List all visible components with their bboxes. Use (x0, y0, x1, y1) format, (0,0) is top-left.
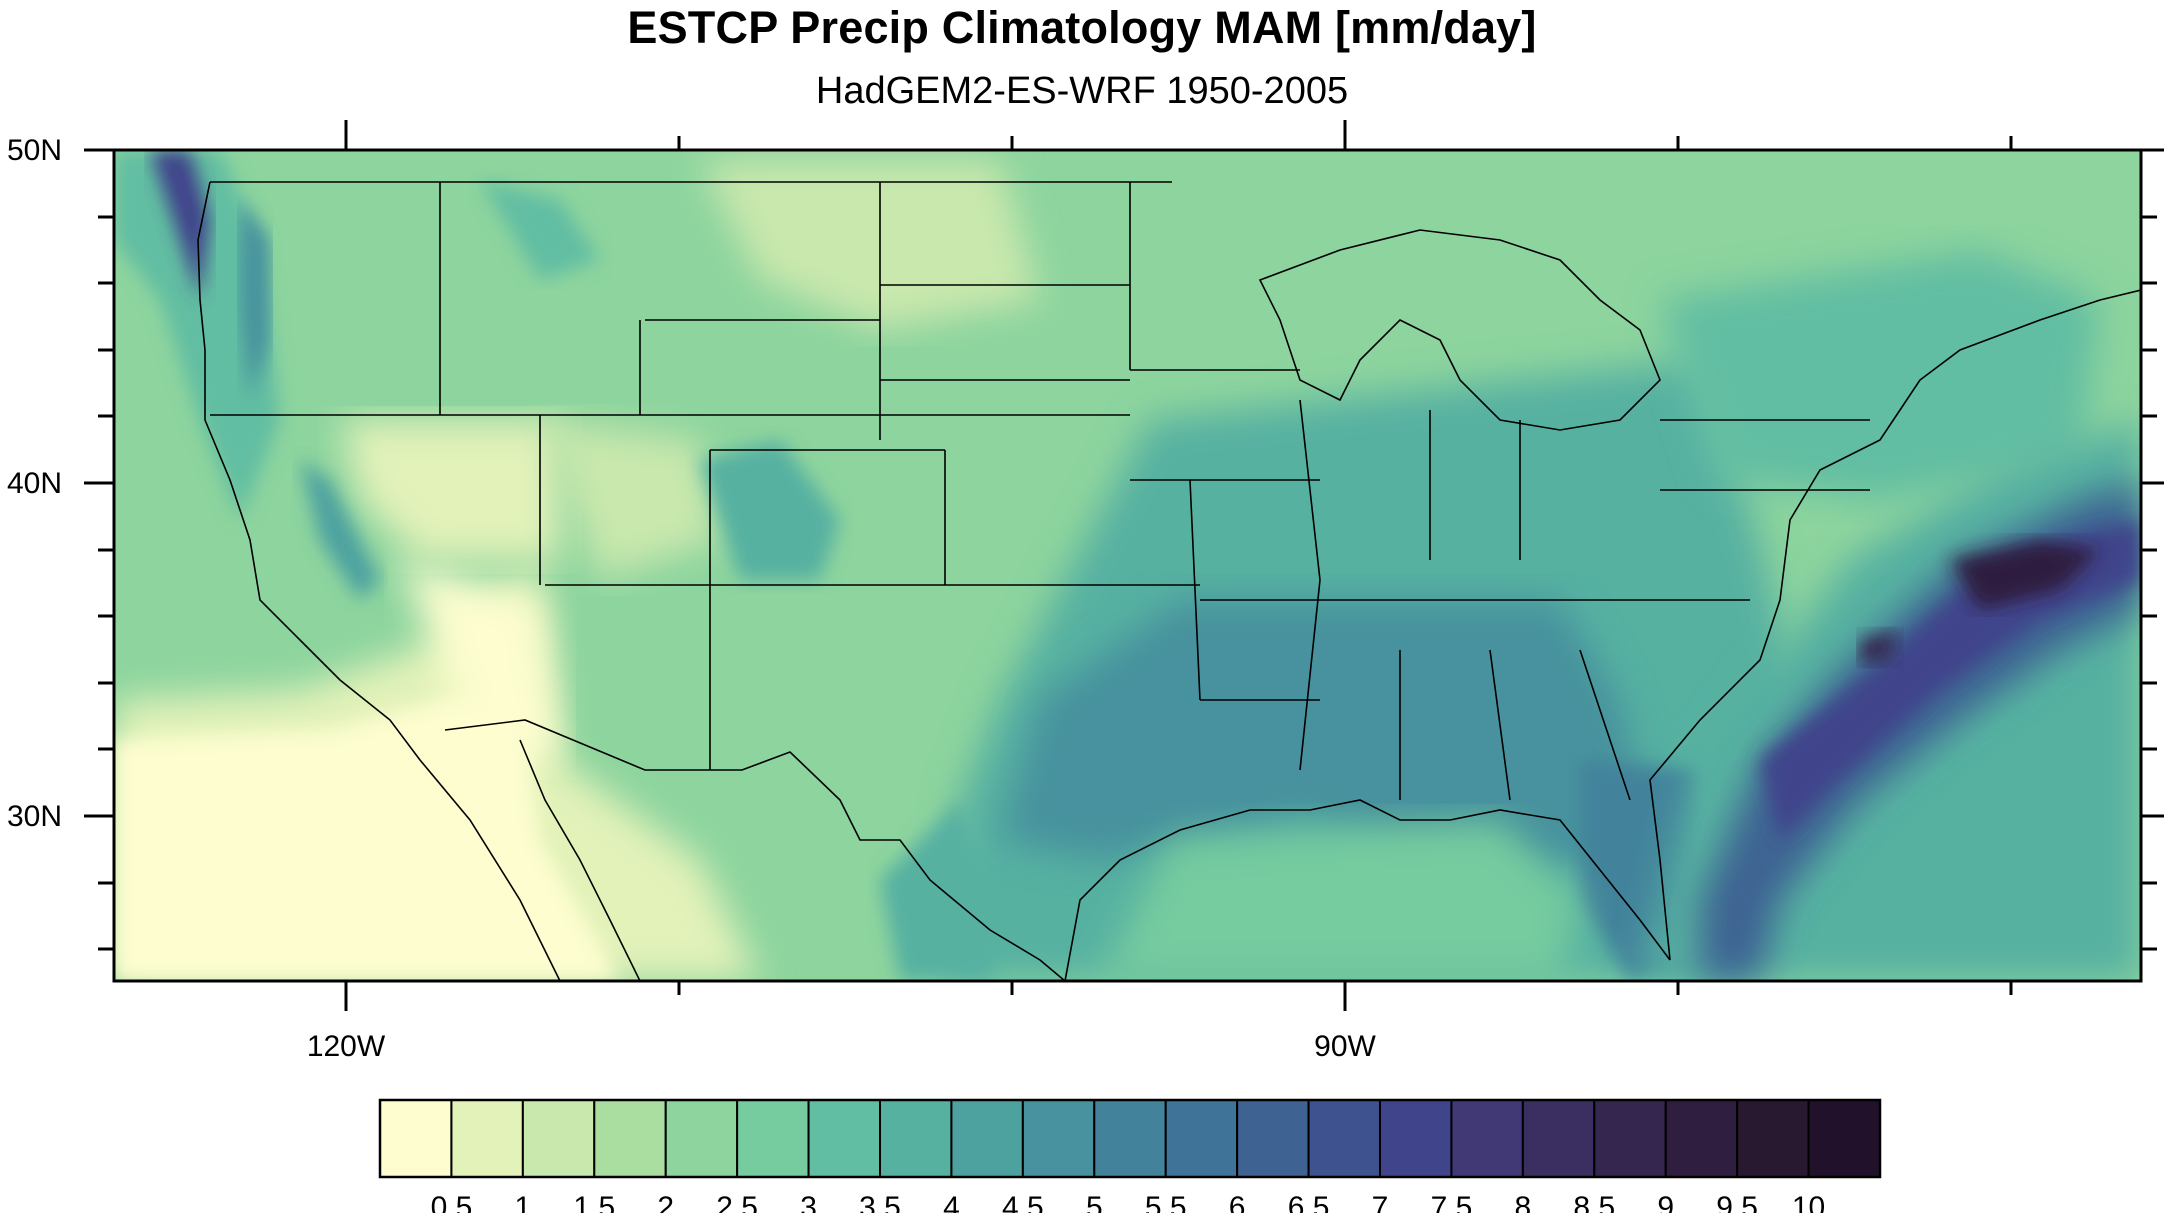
colorbar-swatch (1021, 1099, 1096, 1178)
boundary-lines (197, 181, 2141, 981)
y-tick-label-40n: 40N (7, 467, 62, 500)
great-lakes (1258, 229, 1661, 431)
colorbar-swatch (950, 1099, 1024, 1178)
y-tick-label-30n: 30N (7, 800, 62, 833)
colorbar: 0.5 1 1.5 2 2.5 3 3.5 4 4.5 5 5.5 6 6.5 7 7.5 8 8.5 9 9.5 1… (378, 1098, 1882, 1213)
west-coast (197, 181, 561, 981)
state-line-22 (1579, 649, 1631, 801)
colorbar-label: 9 (1657, 1191, 1674, 1213)
colorbar-swatch (807, 1099, 881, 1178)
colorbar-swatch (1807, 1099, 1881, 1178)
colorbar-label: 3.5 (859, 1191, 901, 1213)
state-line-19 (1299, 579, 1321, 771)
colorbar-label: 8.5 (1573, 1191, 1615, 1213)
colorbar-swatch (1593, 1099, 1667, 1178)
colorbar-swatch (1521, 1099, 1596, 1178)
colorbar-label: 10 (1792, 1191, 1825, 1213)
colorbar-swatch (450, 1099, 524, 1178)
gulf-coast (1064, 799, 1671, 981)
colorbar-swatch (1450, 1099, 1524, 1178)
atlantic-coast (1649, 289, 2141, 961)
colorbar-label: 4.5 (1002, 1191, 1044, 1213)
colorbar-label: 1 (515, 1191, 532, 1213)
colorbar-frame (378, 1098, 1882, 1179)
map-frame (112, 148, 2143, 983)
state-line-21 (1489, 649, 1511, 801)
mexico-border (444, 719, 1066, 981)
colorbar-label: 3 (800, 1191, 817, 1213)
y-tick-label-50n: 50N (7, 134, 62, 167)
map-subtitle: HadGEM2-ES-WRF 1950-2005 (815, 70, 1349, 112)
colorbar-swatch (1164, 1099, 1239, 1178)
colorbar-label: 2.5 (716, 1191, 758, 1213)
x-tick-label-120w: 120W (307, 1030, 386, 1063)
colorbar-swatch (1379, 1099, 1453, 1178)
colorbar-swatch (379, 1099, 453, 1178)
colorbar-swatch (736, 1099, 810, 1178)
colorbar-label: 6 (1229, 1191, 1246, 1213)
colorbar-label: 7 (1372, 1191, 1389, 1213)
colorbar-label: 7.5 (1431, 1191, 1473, 1213)
axis-ticks (84, 120, 2164, 1011)
colorbar-swatch (1093, 1099, 1167, 1178)
colorbar-swatch (1736, 1099, 1810, 1178)
colorbar-swatch (521, 1099, 596, 1178)
state-line-16 (1189, 479, 1201, 701)
colorbar-label: 5.5 (1145, 1191, 1187, 1213)
colorbar-label: 9.5 (1716, 1191, 1758, 1213)
colorbar-swatch (1307, 1099, 1381, 1178)
baja-gulf (519, 739, 641, 981)
state-line-17 (1299, 399, 1321, 581)
colorbar-label: 0.5 (431, 1191, 473, 1213)
colorbar-label: 8 (1515, 1191, 1532, 1213)
map-title: ESTCP Precip Climatology MAM [mm/day] (627, 2, 1537, 53)
colorbar-swatch (593, 1099, 667, 1178)
colorbar-swatch (879, 1099, 953, 1178)
colorbar-label: 6.5 (1288, 1191, 1330, 1213)
colorbar-label: 5 (1086, 1191, 1103, 1213)
colorbar-label: 1.5 (573, 1191, 615, 1213)
x-tick-label-90w: 90W (1314, 1030, 1376, 1063)
colorbar-swatch (1236, 1099, 1310, 1178)
colorbar-label: 2 (657, 1191, 674, 1213)
precip-field (114, 150, 2141, 981)
colorbar-label: 4 (943, 1191, 960, 1213)
colorbar-swatch (1664, 1099, 1739, 1178)
colorbar-swatch (664, 1099, 739, 1178)
